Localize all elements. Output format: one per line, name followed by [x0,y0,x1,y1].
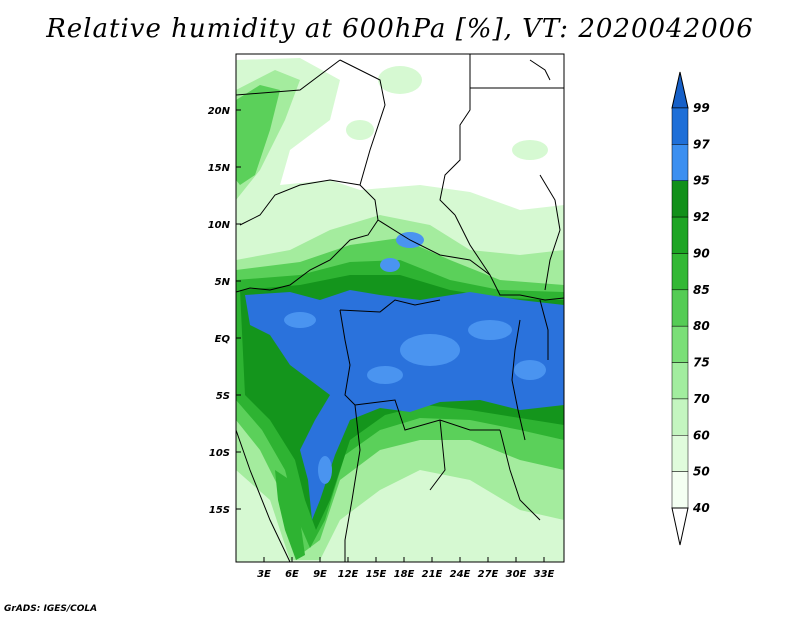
colorbar-label: 97 [693,137,710,151]
colorbar-top-arrow [671,71,689,109]
colorbar-label: 60 [693,428,710,442]
colorbar-label: 40 [692,501,710,515]
lon-label: 3E [257,569,271,580]
lon-label: 15E [366,569,387,580]
country-borders [236,54,564,562]
grads-credit: GrADS: IGES/COLA [4,604,98,614]
colorbar-cell [671,398,689,436]
colorbar-bottom-arrow [671,507,689,546]
humidity-field [236,54,564,562]
colorbar: 99 97 95 92 90 85 80 75 70 60 50 40 [671,71,710,546]
lat-label: 10S [209,448,230,459]
lon-label: 30E [506,569,527,580]
colorbar-label: 85 [693,283,710,297]
colorbar-cell [671,180,689,218]
colorbar-label: 70 [693,392,710,406]
lon-label: 33E [534,569,555,580]
lon-label: 12E [338,569,359,580]
lat-label: 5S [216,391,230,402]
lat-axis [236,109,241,510]
lat-label: 10N [208,220,231,231]
humidity-area-nw [236,85,280,185]
lon-label: 18E [394,569,415,580]
lon-axis [263,557,545,562]
lon-label: 6E [285,569,299,580]
humidity-area-scatter [346,66,548,160]
colorbar-cell [671,289,689,327]
colorbar-cell [671,435,689,472]
lat-label: 5N [215,277,231,288]
colorbar-cell [671,362,689,400]
colorbar-label: 95 [693,174,710,188]
lon-label: 27E [478,569,499,580]
colorbar-cell [671,107,689,145]
colorbar-label: 92 [693,210,710,224]
colorbar-cell [671,253,689,291]
colorbar-label: 90 [693,246,710,260]
humidity-area-sw [275,470,305,560]
colorbar-cell [671,144,689,181]
lat-label: 15S [209,505,230,516]
colorbar-cell [671,325,689,363]
colorbar-label: 50 [693,465,710,479]
map-title: Relative humidity at 600hPa [%], VT: 202… [46,14,754,44]
lon-label: 9E [313,569,327,580]
colorbar-cell [671,471,689,509]
lat-label: 20N [208,106,231,117]
humidity-area-blue-light [243,150,546,484]
map-frame [235,53,565,563]
lon-label: 21E [422,569,443,580]
lat-label: 15N [208,163,231,174]
colorbar-cell [671,216,689,254]
colorbar-label: 75 [693,356,710,370]
lat-label: EQ [215,334,231,345]
colorbar-label: 80 [693,319,710,333]
colorbar-label: 99 [693,101,710,115]
lon-label: 24E [450,569,471,580]
